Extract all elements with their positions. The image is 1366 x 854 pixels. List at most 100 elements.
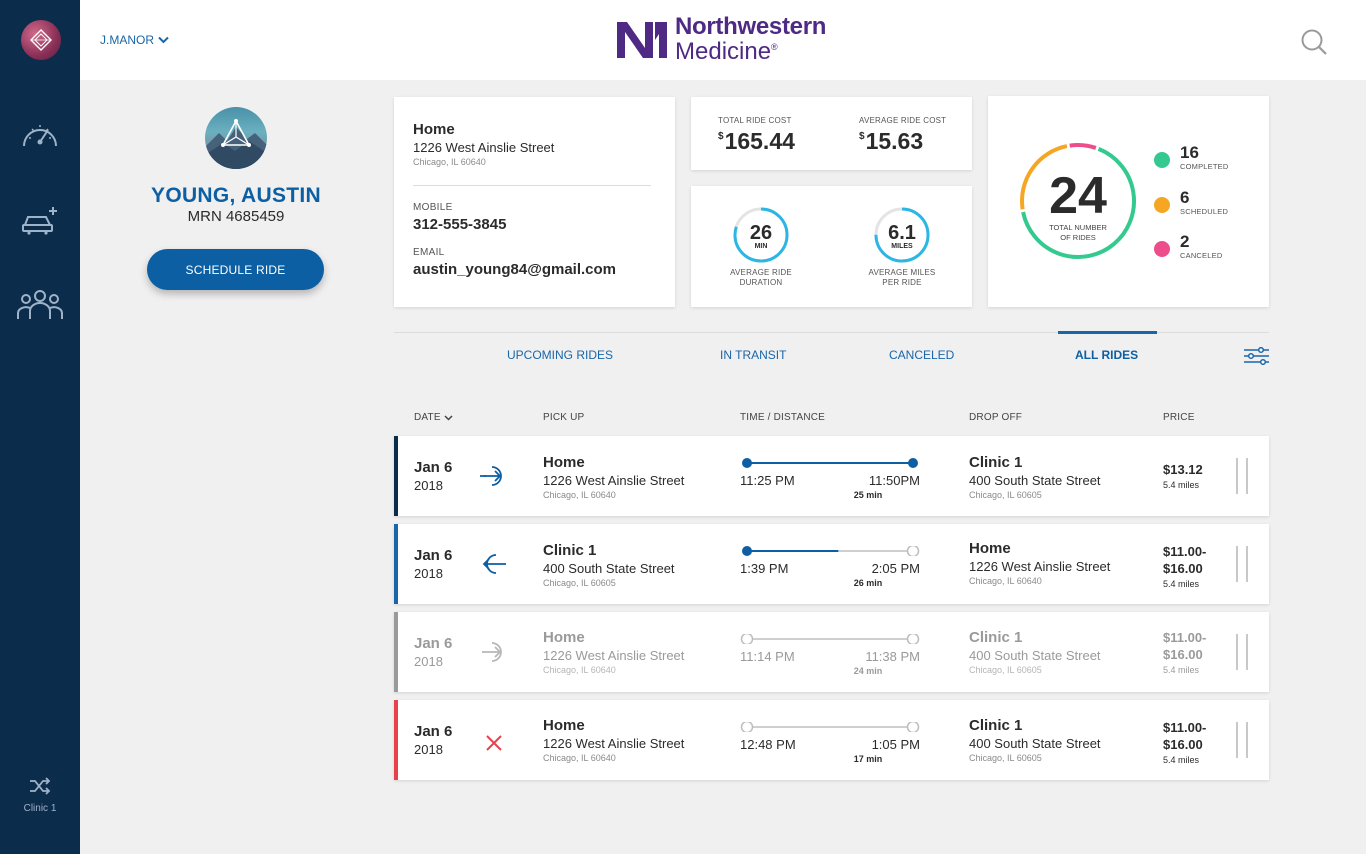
table-row[interactable]: Jan 6 2018 Clinic 1 400 South State Stre…	[394, 524, 1269, 604]
pickup-title: Home	[543, 454, 585, 471]
dropoff-address: 400 South State Street	[969, 648, 1101, 663]
active-tab-indicator	[1058, 331, 1157, 334]
chevron-down-icon	[158, 36, 169, 44]
legend-completed: 16 COMPLETED	[1154, 144, 1228, 171]
total-cost-label: TOTAL RIDE COST	[718, 116, 792, 125]
start-time: 11:14 PM	[740, 649, 795, 664]
tabs-divider	[394, 332, 1269, 333]
ride-date: Jan 6	[414, 459, 453, 476]
drag-handle[interactable]	[1236, 546, 1248, 582]
currency-symbol: $	[859, 131, 865, 142]
top-header: J.MANOR Northwestern Medicine®	[80, 0, 1366, 80]
ride-date: Jan 6	[414, 635, 453, 652]
dropoff-title: Clinic 1	[969, 629, 1023, 646]
diamond-logo-icon	[30, 29, 52, 51]
clinic-label: Clinic 1	[23, 803, 57, 814]
tab-upcoming-rides[interactable]: UPCOMING RIDES	[507, 348, 614, 362]
average-cost-value: 15.63	[865, 128, 924, 154]
table-row[interactable]: Jan 6 2018 Home 1226 West Ainslie Street…	[394, 612, 1269, 692]
mobile-value: 312-555-3845	[413, 216, 507, 233]
divider	[413, 185, 651, 186]
user-name: J.MANOR	[100, 33, 154, 47]
close-icon	[486, 735, 502, 751]
column-time-distance: TIME / DISTANCE	[740, 412, 826, 423]
track-end-dot	[906, 546, 920, 556]
rides-summary-card: 24 TOTAL NUMBER OF RIDES 16 COMPLETED 6 S…	[988, 96, 1269, 307]
total-rides-label: TOTAL NUMBER OF RIDES	[1049, 223, 1107, 242]
column-pickup: PICK UP	[543, 412, 585, 423]
ride-price-max: $16.00	[1163, 561, 1203, 576]
patient-name: YOUNG, AUSTIN	[151, 184, 321, 207]
scheduled-dot-icon	[1154, 197, 1170, 213]
donut-segment-completed	[1021, 147, 1136, 259]
pickup-address: 1226 West Ainslie Street	[543, 648, 685, 663]
app-logo[interactable]	[21, 20, 61, 60]
table-row[interactable]: Jan 6 2018 Home 1226 West Ainslie Street…	[394, 700, 1269, 780]
dropoff-address: 400 South State Street	[969, 473, 1101, 488]
track-end-dot	[906, 722, 920, 732]
pickup-title: Clinic 1	[543, 542, 597, 559]
pickup-city: Chicago, IL 60640	[543, 753, 616, 763]
dropoff-city: Chicago, IL 60605	[969, 665, 1042, 675]
track-start-dot	[740, 722, 754, 732]
column-date-sort[interactable]: DATE	[414, 412, 453, 423]
ride-year: 2018	[414, 478, 443, 493]
track-start-dot	[740, 634, 754, 644]
arrow-in-circle-icon	[482, 642, 502, 662]
home-address: 1226 West Ainslie Street	[413, 140, 555, 155]
completed-count: 16	[1180, 143, 1199, 162]
nav-patients[interactable]	[0, 282, 80, 326]
home-city: Chicago, IL 60640	[413, 157, 486, 167]
table-row[interactable]: Jan 6 2018 Home 1226 West Ainslie Street…	[394, 436, 1269, 516]
ride-year: 2018	[414, 566, 443, 581]
ride-price: $11.00-	[1163, 544, 1207, 559]
tab-all-rides[interactable]: ALL RIDES	[1075, 348, 1139, 362]
canceled-dot-icon	[1154, 241, 1170, 257]
schedule-ride-button[interactable]: SCHEDULE RIDE	[147, 249, 324, 290]
rides-donut-chart	[1020, 143, 1136, 259]
scheduled-count: 6	[1180, 188, 1190, 207]
donut-segment-scheduled	[1020, 144, 1068, 210]
mountain-avatar-icon	[205, 119, 267, 169]
ride-duration: 24 min	[853, 666, 883, 676]
clinic-switcher[interactable]: Clinic 1	[0, 776, 80, 814]
search-button[interactable]	[1300, 28, 1328, 56]
ride-miles: 5.4 miles	[1163, 755, 1200, 765]
dropoff-address: 400 South State Street	[969, 736, 1101, 751]
dropoff-title: Home	[969, 540, 1011, 557]
miles-caption: AVERAGE MILES PER RIDE	[868, 268, 936, 287]
tab-in-transit[interactable]: IN TRANSIT	[720, 348, 787, 362]
miles-ring	[874, 207, 930, 263]
end-time: 2:05 PM	[871, 561, 920, 576]
ride-progress-track	[740, 634, 920, 644]
donut-segment-canceled	[1069, 143, 1097, 150]
drag-handle[interactable]	[1236, 722, 1248, 758]
end-time: 1:05 PM	[871, 737, 920, 752]
pickup-city: Chicago, IL 60640	[543, 665, 616, 675]
filter-button[interactable]	[1243, 346, 1270, 366]
northwestern-n-icon	[617, 22, 667, 58]
start-time: 12:48 PM	[740, 737, 796, 752]
dropoff-city: Chicago, IL 60605	[969, 753, 1042, 763]
ride-price-max: $16.00	[1163, 737, 1203, 752]
email-value: austin_young84@gmail.com	[413, 261, 617, 278]
ride-year: 2018	[414, 742, 443, 757]
user-menu[interactable]: J.MANOR	[100, 33, 169, 47]
sliders-icon	[1244, 346, 1269, 366]
end-time: 11:38 PM	[865, 649, 920, 664]
tab-canceled[interactable]: CANCELED	[889, 348, 955, 362]
nav-add-ride[interactable]	[0, 197, 80, 241]
canceled-count: 2	[1180, 232, 1190, 251]
ride-duration: 17 min	[853, 754, 883, 764]
duration-unit: MIN	[754, 243, 768, 250]
canceled-label: CANCELED	[1180, 251, 1223, 260]
drag-handle[interactable]	[1236, 458, 1248, 494]
column-date: DATE	[414, 412, 441, 423]
track-end-dot	[908, 458, 918, 468]
miles-unit: MILES	[891, 243, 913, 250]
drag-handle[interactable]	[1236, 634, 1248, 670]
scheduled-label: SCHEDULED	[1180, 207, 1229, 216]
row-status-bar	[394, 436, 398, 516]
nav-dashboard[interactable]	[0, 112, 80, 156]
row-status-bar	[394, 524, 398, 604]
